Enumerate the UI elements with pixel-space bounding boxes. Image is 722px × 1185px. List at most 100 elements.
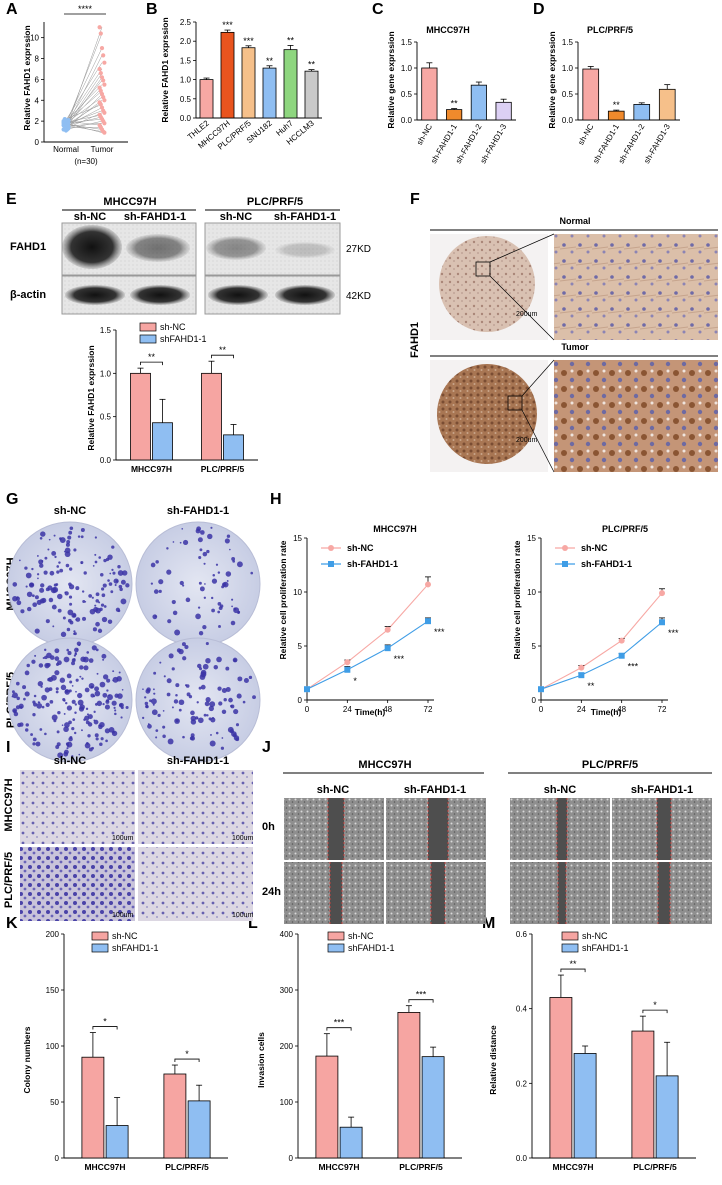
panel-g-colony <box>166 569 172 575</box>
panel-g-colony <box>162 710 165 712</box>
panel-g-colony <box>95 599 99 603</box>
panel-h1-point-shnc <box>384 626 391 633</box>
panel-g-colony <box>166 547 169 550</box>
panel-g-colony <box>97 628 103 634</box>
panel-l-legend-label: shFAHD1-1 <box>348 943 395 953</box>
panel-g-colony <box>172 541 175 543</box>
panel-g-colony <box>162 725 166 729</box>
panel-g-colony <box>219 604 224 608</box>
panel-g-colony <box>205 697 211 703</box>
panel-g-colony <box>185 597 191 603</box>
panel-h1-point-shnc <box>425 581 431 588</box>
panel-g-colony <box>39 728 43 731</box>
panel-j-wound-gap <box>657 798 671 860</box>
panel-h2-x-tick-label: 0 <box>539 705 544 714</box>
panel-b-sig: *** <box>222 20 233 30</box>
panel-g-colony <box>93 719 99 725</box>
panel-f-zoom-line <box>521 409 555 473</box>
panel-h1-x-tick-label: 72 <box>424 705 433 714</box>
panel-a-point-tumor <box>102 60 107 65</box>
panel-g-colony <box>111 730 118 737</box>
panel-g-colony <box>226 580 229 582</box>
panel-g-colony <box>235 737 240 742</box>
panel-g-colony <box>68 567 73 571</box>
panel-letter-h: H <box>270 491 282 508</box>
panel-m-y-tick-label: 0.0 <box>516 1154 528 1163</box>
panel-g-colony <box>44 687 50 693</box>
panel-b-ylabel: Relative FAHD1 exprssion <box>160 17 170 122</box>
panel-g-colony <box>99 681 106 688</box>
panel-c-x-label: sh-FAHD1-3 <box>479 122 509 165</box>
panel-g-colony <box>75 690 77 693</box>
panel-g-colony <box>95 592 100 597</box>
panel-g-colony <box>197 717 204 724</box>
panel-a-y-tick-label: 6 <box>35 75 40 84</box>
panel-g-colony <box>112 670 115 673</box>
panel-g-colony <box>200 669 207 676</box>
panel-g-colony <box>210 717 216 723</box>
panel-g-colony <box>52 625 55 628</box>
panel-l-sig-bracket <box>408 999 434 1003</box>
panel-h1-point-shfahd1 <box>304 686 310 693</box>
panel-i-row1: MHCC97H <box>3 778 15 831</box>
panel-f-tumor: Tumor <box>561 342 589 352</box>
panel-c-sig: ** <box>451 99 459 109</box>
panel-e-row1: FAHD1 <box>10 241 46 253</box>
panel-g-colony <box>152 703 155 706</box>
panel-g-colony <box>106 689 109 692</box>
panel-f-tumor-zoom <box>554 360 718 472</box>
panel-g-colony <box>117 564 121 569</box>
panel-g-colony <box>40 685 43 688</box>
panel-g-colony <box>172 610 178 616</box>
panel-a-n-note: (n=30) <box>74 157 98 166</box>
panel-h1-point-shfahd1 <box>344 666 351 673</box>
panel-g-colony <box>224 538 230 544</box>
panel-g-colony <box>55 690 59 694</box>
panel-g-colony <box>98 724 103 730</box>
panel-g-colony <box>66 648 69 652</box>
panel-h2-x-tick-label: 72 <box>658 705 667 714</box>
panel-l-legend-swatch <box>327 931 345 941</box>
panel-g-colony <box>167 619 172 624</box>
panel-g-colony <box>120 579 126 585</box>
panel-g-colony <box>107 579 110 582</box>
panel-a-pair-line <box>65 122 103 133</box>
panel-k-x-label: MHCC97H <box>84 1162 125 1172</box>
panel-g-colony <box>155 736 158 739</box>
panel-e-kd1: 27KD <box>346 244 371 255</box>
panel-g-colony <box>226 534 231 538</box>
panel-a-pair-line <box>65 27 103 130</box>
panel-g-colony <box>94 560 98 564</box>
panel-g-colony <box>52 586 59 593</box>
panel-g-colony <box>73 548 77 552</box>
panel-g-colony <box>80 560 84 565</box>
panel-g-colony <box>142 716 145 720</box>
panel-l-chart: 0 100 200 300 400 *** MHCC97H *** PLC/PRF/5 sh-NC… <box>280 930 462 1172</box>
panel-g-colony <box>236 561 243 568</box>
panel-g-colony <box>34 654 37 657</box>
panel-g-colony <box>237 676 243 682</box>
panel-g-colony <box>99 573 104 577</box>
panel-f-scale: 200um <box>516 311 538 318</box>
panel-g-colony <box>56 742 61 747</box>
panel-f-side-label: FAHD1 <box>409 322 421 358</box>
panel-g-colony <box>30 733 33 736</box>
panel-g-colony <box>198 555 202 560</box>
panel-g-colony <box>194 716 199 720</box>
panel-m-sig: ** <box>569 959 577 969</box>
panel-g-colony <box>142 688 144 690</box>
panel-g-colony <box>12 692 18 699</box>
panel-m-bar <box>549 997 573 1159</box>
panel-h2-sig: *** <box>668 628 679 638</box>
panel-g-colony <box>102 703 105 706</box>
panel-g-colony <box>158 589 162 594</box>
panel-h2-legend-marker <box>562 545 568 551</box>
panel-g-colony <box>57 593 63 600</box>
panel-g-colony <box>200 684 206 690</box>
panel-g-colony <box>74 711 77 714</box>
panel-g-colony <box>69 602 73 606</box>
panel-g-colony <box>99 742 103 747</box>
panel-h2-point-shnc <box>659 590 665 597</box>
panel-m-legend-swatch <box>561 943 579 953</box>
panel-l-sig: *** <box>416 990 427 1000</box>
